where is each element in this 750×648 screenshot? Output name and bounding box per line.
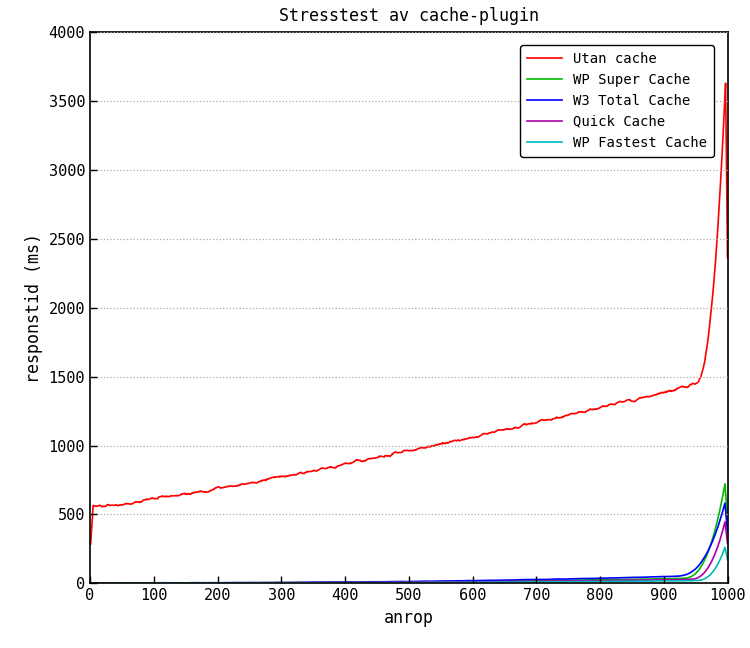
Legend: Utan cache, WP Super Cache, W3 Total Cache, Quick Cache, WP Fastest Cache: Utan cache, WP Super Cache, W3 Total Cac… [520, 45, 714, 157]
WP Super Cache [723, 515, 732, 523]
W3 Total Cache [583, 575, 592, 583]
WP Fastest Cache [723, 556, 732, 564]
WP Super Cache [524, 577, 532, 584]
WP Super Cache [583, 576, 592, 584]
WP Fastest Cache [368, 579, 376, 586]
W3 Total Cache [723, 528, 732, 536]
Quick Cache [367, 579, 376, 586]
Utan cache [723, 254, 732, 262]
WP Super Cache [344, 579, 352, 586]
WP Super Cache [594, 576, 603, 584]
Quick Cache [524, 577, 532, 585]
Line: Quick Cache: Quick Cache [91, 522, 728, 583]
Quick Cache [152, 579, 160, 587]
WP Fastest Cache [584, 577, 592, 585]
WP Fastest Cache [721, 544, 730, 551]
W3 Total Cache [721, 499, 730, 507]
W3 Total Cache [367, 578, 376, 586]
Line: WP Super Cache: WP Super Cache [91, 484, 728, 583]
Quick Cache [86, 579, 95, 587]
Utan cache [721, 79, 730, 87]
Utan cache [524, 420, 532, 428]
WP Super Cache [721, 480, 730, 488]
Utan cache [583, 407, 592, 415]
W3 Total Cache [524, 576, 532, 584]
Quick Cache [594, 577, 603, 584]
W3 Total Cache [594, 574, 603, 582]
WP Fastest Cache [595, 577, 604, 585]
Utan cache [367, 455, 376, 463]
Quick Cache [723, 539, 732, 547]
W3 Total Cache [344, 578, 352, 586]
Utan cache [86, 540, 95, 548]
Y-axis label: responstid (ms): responstid (ms) [25, 233, 43, 383]
Utan cache [344, 459, 352, 467]
Line: WP Fastest Cache: WP Fastest Cache [91, 548, 728, 583]
WP Fastest Cache [136, 579, 146, 587]
W3 Total Cache [152, 579, 160, 587]
Line: Utan cache: Utan cache [91, 83, 728, 544]
WP Super Cache [152, 579, 160, 586]
Utan cache [594, 404, 603, 412]
WP Fastest Cache [86, 579, 95, 587]
W3 Total Cache [86, 579, 95, 587]
Quick Cache [344, 579, 352, 586]
Line: W3 Total Cache: W3 Total Cache [91, 503, 728, 583]
Quick Cache [583, 577, 592, 584]
WP Fastest Cache [344, 579, 353, 586]
WP Fastest Cache [152, 579, 160, 587]
WP Super Cache [367, 579, 376, 586]
WP Fastest Cache [524, 578, 533, 586]
Quick Cache [721, 518, 730, 526]
Title: Stresstest av cache-plugin: Stresstest av cache-plugin [279, 7, 538, 25]
X-axis label: anrop: anrop [384, 608, 433, 627]
Utan cache [152, 494, 160, 502]
WP Super Cache [86, 579, 95, 587]
